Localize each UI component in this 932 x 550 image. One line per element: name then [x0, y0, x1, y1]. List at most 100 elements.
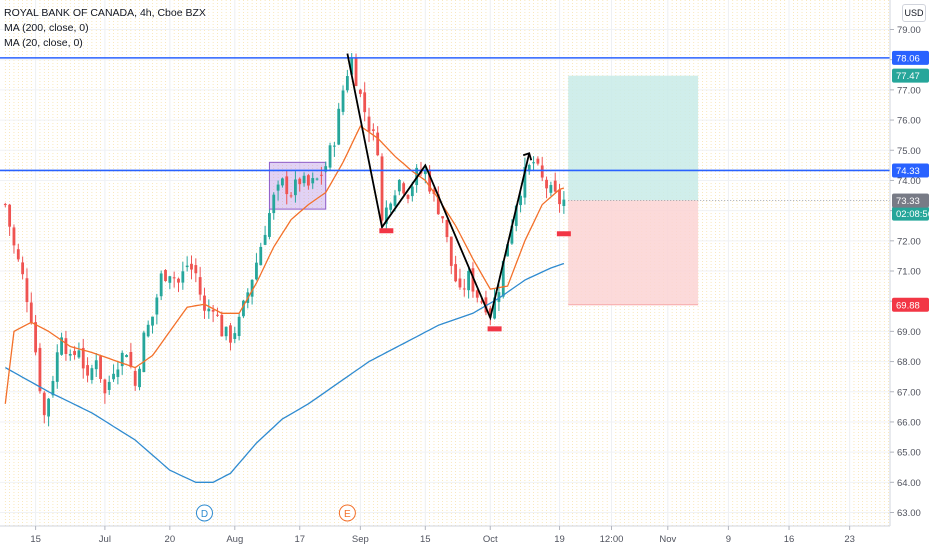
candle-body [371, 129, 375, 131]
candle-body [77, 350, 81, 358]
price-label-bg [892, 163, 929, 178]
candle [341, 85, 345, 116]
price-label-text: 02:08:56 [896, 209, 932, 220]
candle [553, 172, 557, 194]
candle-body [142, 332, 146, 373]
candle [38, 343, 42, 394]
candle [112, 364, 115, 383]
candle-body [484, 297, 488, 313]
candle-body [449, 236, 453, 266]
candle-body [540, 165, 544, 178]
legend-symbol: ROYAL BANK OF CANADA, 4h, Cboe BZX [4, 7, 206, 19]
price-label-text: 74.33 [896, 166, 920, 177]
candle-body [68, 354, 72, 356]
ma20-line [4, 125, 565, 404]
candle-body [436, 194, 440, 215]
candle-body [501, 260, 505, 297]
candle [159, 270, 163, 301]
candle [294, 171, 297, 203]
candle [358, 88, 362, 98]
candle-body [315, 178, 319, 180]
candle [259, 242, 263, 266]
candle [449, 236, 453, 275]
candle [536, 156, 540, 166]
price-label-countdown: 02:08:56 [892, 206, 932, 221]
candle [380, 153, 384, 231]
candle [298, 177, 302, 192]
candle [3, 202, 7, 208]
event-marker-circle [195, 504, 213, 522]
candle-body [116, 369, 120, 377]
profit-zone [568, 75, 699, 201]
price-label-hline: 78.06 [892, 50, 929, 65]
candle [86, 357, 89, 383]
candle [562, 191, 566, 214]
candle-body [389, 203, 393, 210]
y-tick-label: 64.00 [897, 478, 921, 489]
candle [328, 142, 332, 171]
candle [402, 181, 406, 197]
candles [3, 53, 566, 427]
candle [501, 260, 505, 299]
candle [272, 192, 276, 220]
candle [142, 330, 146, 373]
candle [233, 326, 237, 344]
candle [484, 290, 488, 316]
candle-body [363, 92, 367, 113]
candle-body [60, 337, 63, 355]
time-axis-bg [0, 526, 932, 550]
candle [307, 173, 310, 190]
candle [207, 299, 211, 319]
event-marker-label: D [201, 509, 208, 520]
candle-body [233, 333, 237, 339]
candle [397, 179, 401, 196]
candle-body [55, 352, 59, 382]
price-label-text: 73.33 [896, 196, 920, 207]
y-tick-label: 77.00 [897, 85, 921, 96]
candle-body [203, 295, 206, 311]
event-marker-e: E [338, 504, 356, 522]
candle-body [276, 184, 280, 191]
candle-body [224, 326, 228, 337]
candle-body [341, 90, 345, 112]
candle-body [428, 169, 432, 192]
candle-body [285, 176, 289, 195]
candle-body [103, 379, 107, 394]
candle [47, 397, 50, 427]
candle [527, 163, 531, 175]
currency-button[interactable]: USD [902, 4, 926, 22]
candle-body [168, 276, 172, 283]
candle-body [445, 219, 449, 238]
candle-body [242, 300, 245, 317]
x-tick-label: 23 [844, 534, 855, 545]
candle-body [294, 179, 297, 196]
candle-body [151, 316, 154, 326]
candle [540, 157, 544, 182]
candle-body [259, 246, 263, 266]
candle [107, 375, 111, 395]
candle-body [549, 185, 553, 193]
candle-body [250, 279, 254, 297]
candle-body [237, 316, 241, 337]
candle-body [112, 373, 115, 380]
candle [55, 344, 59, 389]
candle-body [198, 277, 202, 295]
candle [164, 269, 167, 282]
pattern-arrowhead [522, 152, 533, 161]
candle-body [562, 199, 566, 206]
candle-body [545, 179, 548, 189]
x-tick-label: Oct [483, 534, 498, 545]
candle-body [42, 392, 46, 416]
candle [224, 326, 228, 341]
y-tick-label: 76.00 [897, 116, 921, 127]
y-tick-label: 68.00 [897, 357, 921, 368]
candle-body [532, 162, 535, 164]
candle-body [172, 277, 176, 279]
candle-body [177, 278, 180, 283]
price-label-bg [892, 206, 929, 221]
candle [60, 332, 63, 356]
candle [211, 304, 215, 323]
candle-body [410, 186, 414, 197]
